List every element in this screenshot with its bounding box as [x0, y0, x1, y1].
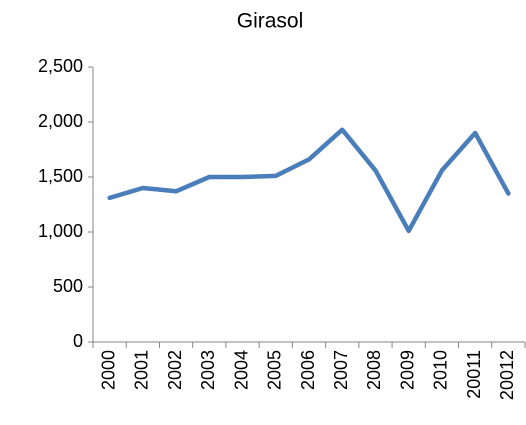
y-tick-label: 2,000 — [38, 111, 83, 131]
x-tick-label: 2000 — [98, 350, 118, 390]
x-tick-label: 2003 — [198, 350, 218, 390]
data-line — [107, 127, 511, 234]
x-tick-label: 2008 — [364, 350, 384, 390]
x-tick-label: 2005 — [265, 350, 285, 390]
x-tick-label: 2007 — [331, 350, 351, 390]
y-tick-label: 500 — [53, 276, 83, 296]
x-tick-label: 2010 — [431, 350, 451, 390]
y-tick-label: 0 — [73, 331, 83, 351]
y-tick-label: 1,000 — [38, 221, 83, 241]
x-tick-label: 2001 — [132, 350, 152, 390]
x-tick-label: 2002 — [165, 350, 185, 390]
x-tick-label: 2004 — [231, 350, 251, 390]
x-tick-label: 20012 — [497, 350, 517, 400]
x-tick-label: 2006 — [298, 350, 318, 390]
y-tick-label: 2,500 — [38, 56, 83, 76]
y-tick-label: 1,500 — [38, 166, 83, 186]
chart-title: Girasol — [237, 10, 304, 33]
x-tick-label: 2009 — [397, 350, 417, 390]
x-tick-label: 20011 — [464, 350, 484, 399]
